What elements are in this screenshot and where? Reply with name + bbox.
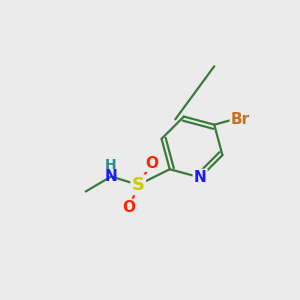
Text: O: O xyxy=(123,200,136,215)
Text: N: N xyxy=(194,170,206,185)
Text: O: O xyxy=(145,156,158,171)
Text: N: N xyxy=(105,169,118,184)
Text: H: H xyxy=(105,158,116,172)
Text: Br: Br xyxy=(231,112,250,127)
Text: S: S xyxy=(132,176,145,194)
